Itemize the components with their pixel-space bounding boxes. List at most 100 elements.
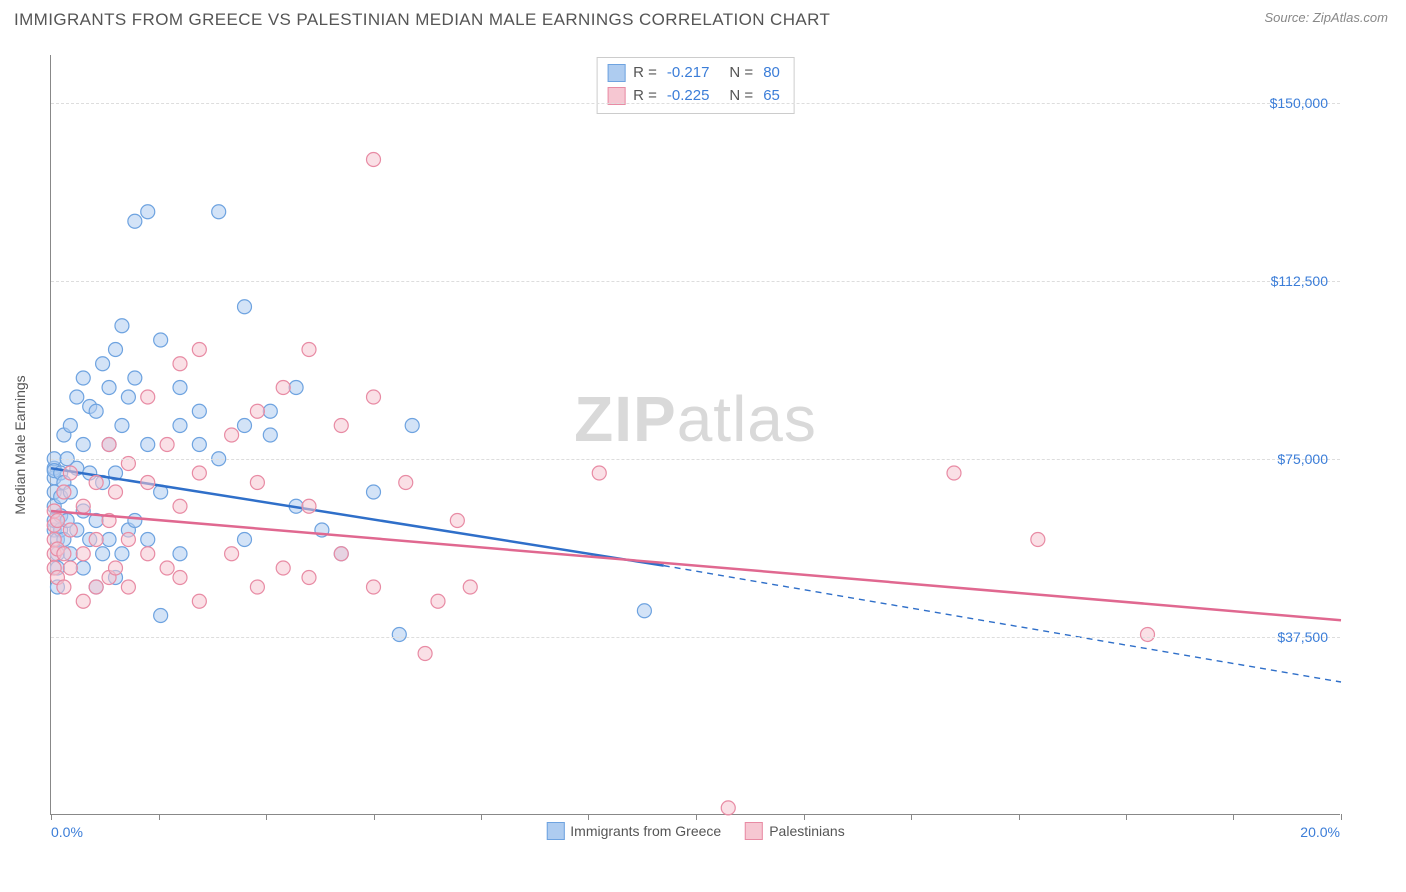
gridline-h	[51, 459, 1340, 460]
scatter-point	[1031, 533, 1045, 547]
scatter-point	[250, 476, 264, 490]
scatter-point	[173, 381, 187, 395]
scatter-point	[225, 547, 239, 561]
x-axis-min-label: 0.0%	[51, 824, 83, 840]
scatter-point	[721, 801, 735, 815]
scatter-point	[1141, 628, 1155, 642]
y-tick-label: $75,000	[1277, 451, 1328, 467]
x-tick	[1126, 814, 1127, 820]
scatter-point	[173, 499, 187, 513]
x-tick	[374, 814, 375, 820]
scatter-point	[173, 571, 187, 585]
scatter-point	[367, 580, 381, 594]
scatter-point	[367, 390, 381, 404]
scatter-point	[334, 419, 348, 433]
scatter-point	[121, 390, 135, 404]
scatter-point	[405, 419, 419, 433]
x-axis-max-label: 20.0%	[1300, 824, 1340, 840]
scatter-point	[57, 580, 71, 594]
x-tick	[588, 814, 589, 820]
scatter-point	[102, 381, 116, 395]
scatter-point	[160, 438, 174, 452]
scatter-point	[431, 594, 445, 608]
scatter-point	[154, 609, 168, 623]
scatter-point	[334, 547, 348, 561]
scatter-point	[192, 466, 206, 480]
scatter-point	[121, 580, 135, 594]
scatter-point	[63, 561, 77, 575]
swatch-series1	[607, 64, 625, 82]
source-prefix: Source:	[1264, 10, 1312, 25]
chart-title: IMMIGRANTS FROM GREECE VS PALESTINIAN ME…	[14, 10, 830, 30]
scatter-point	[89, 533, 103, 547]
scatter-point	[141, 205, 155, 219]
legend-swatch-series1	[546, 822, 564, 840]
scatter-point	[302, 571, 316, 585]
y-axis-title: Median Male Earnings	[12, 375, 28, 514]
scatter-point	[96, 357, 110, 371]
scatter-point	[76, 371, 90, 385]
scatter-point	[89, 404, 103, 418]
x-tick	[1019, 814, 1020, 820]
scatter-point	[302, 343, 316, 357]
scatter-point	[463, 580, 477, 594]
stats-r-value-2: -0.225	[667, 85, 710, 108]
scatter-point	[947, 466, 961, 480]
scatter-point	[250, 580, 264, 594]
scatter-point	[276, 381, 290, 395]
scatter-point	[128, 371, 142, 385]
scatter-point	[212, 205, 226, 219]
stats-r-value-1: -0.217	[667, 62, 710, 85]
scatter-point	[109, 561, 123, 575]
scatter-point	[109, 343, 123, 357]
scatter-point	[115, 547, 129, 561]
scatter-point	[173, 357, 187, 371]
legend-swatch-series2	[745, 822, 763, 840]
x-tick	[266, 814, 267, 820]
scatter-point	[141, 547, 155, 561]
y-tick-label: $112,500	[1271, 273, 1328, 289]
scatter-point	[263, 404, 277, 418]
regression-line-solid	[51, 511, 1341, 620]
gridline-h	[51, 281, 1340, 282]
scatter-point	[63, 466, 77, 480]
stats-row-series1: R = -0.217 N = 80	[607, 62, 780, 85]
scatter-point	[192, 594, 206, 608]
scatter-point	[76, 499, 90, 513]
x-tick	[911, 814, 912, 820]
y-tick-label: $150,000	[1270, 95, 1328, 111]
scatter-svg	[51, 55, 1340, 814]
gridline-h	[51, 103, 1340, 104]
scatter-point	[57, 547, 71, 561]
scatter-point	[115, 319, 129, 333]
scatter-point	[192, 343, 206, 357]
chart-header: IMMIGRANTS FROM GREECE VS PALESTINIAN ME…	[0, 0, 1406, 36]
legend-label-series1: Immigrants from Greece	[570, 823, 721, 839]
legend-item-series2: Palestinians	[745, 822, 845, 840]
x-tick	[696, 814, 697, 820]
scatter-point	[302, 499, 316, 513]
x-tick	[481, 814, 482, 820]
scatter-point	[141, 533, 155, 547]
chart-container: Median Male Earnings ZIPatlas R = -0.217…	[50, 55, 1390, 835]
scatter-point	[592, 466, 606, 480]
source-name: ZipAtlas.com	[1313, 10, 1388, 25]
scatter-point	[109, 485, 123, 499]
stats-r-label-2: R =	[633, 85, 657, 108]
scatter-point	[70, 390, 84, 404]
scatter-point	[637, 604, 651, 618]
scatter-point	[263, 428, 277, 442]
stats-n-value-2: 65	[763, 85, 780, 108]
scatter-point	[141, 390, 155, 404]
scatter-point	[418, 647, 432, 661]
scatter-point	[96, 547, 110, 561]
scatter-point	[192, 404, 206, 418]
scatter-point	[76, 438, 90, 452]
x-tick	[1233, 814, 1234, 820]
scatter-point	[102, 533, 116, 547]
legend-item-series1: Immigrants from Greece	[546, 822, 721, 840]
scatter-point	[141, 476, 155, 490]
scatter-point	[289, 381, 303, 395]
scatter-point	[276, 561, 290, 575]
legend-label-series2: Palestinians	[769, 823, 845, 839]
